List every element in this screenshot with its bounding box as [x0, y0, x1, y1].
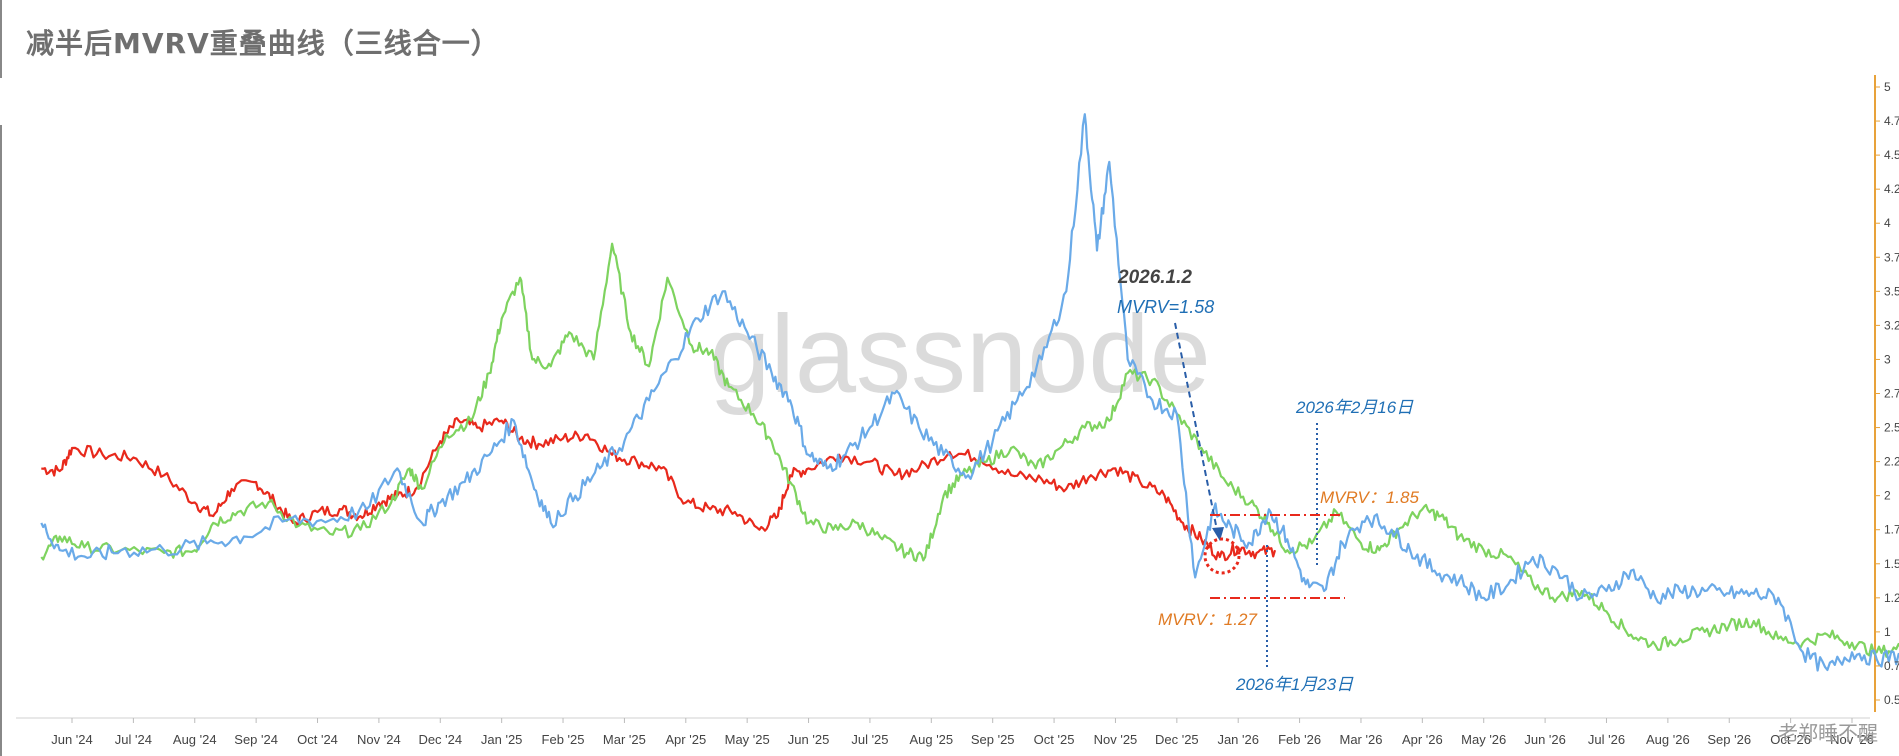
footer-mark: 老郑睡不醒 [1778, 721, 1878, 745]
x-tick-label: Dec '25 [1155, 732, 1199, 747]
annotation-mvrv-158: MVRV=1.58 [1117, 297, 1214, 317]
chart-title: 减半后MVRV重叠曲线（三线合一） [26, 27, 500, 60]
x-tick-label: May '26 [1461, 732, 1506, 747]
x-tick-label: Nov '25 [1094, 732, 1138, 747]
x-tick-label: Feb '26 [1278, 732, 1321, 747]
x-tick-label: Jul '26 [1588, 732, 1625, 747]
x-tick-label: Jan '25 [481, 732, 523, 747]
x-tick-label: Jun '24 [51, 732, 93, 747]
x-tick-label: Jul '24 [115, 732, 152, 747]
x-tick-label: Sep '24 [234, 732, 278, 747]
y-tick-label: 1.25 [1884, 591, 1899, 605]
x-tick-label: Jan '26 [1217, 732, 1259, 747]
annotation-date-0216: 2026年2月16日 [1295, 398, 1414, 417]
x-tick-label: Jul '25 [851, 732, 888, 747]
y-tick-label: 4.75 [1884, 114, 1899, 128]
y-tick-label: 3 [1884, 352, 1891, 366]
x-tick-label: Mar '25 [603, 732, 646, 747]
x-tick-label: Aug '25 [909, 732, 953, 747]
y-tick-label: 1.75 [1884, 523, 1899, 537]
x-tick-label: Oct '24 [297, 732, 338, 747]
x-tick-label: Nov '26 [1830, 732, 1874, 747]
series-layer [40, 113, 1899, 672]
x-tick-label: Apr '25 [665, 732, 706, 747]
series-line-blue [40, 113, 1899, 672]
focus-circle [1203, 537, 1241, 575]
x-tick-label: Oct '25 [1034, 732, 1075, 747]
y-tick-label: 3.25 [1884, 318, 1899, 332]
y-tick-label: 4.5 [1884, 148, 1899, 162]
x-tick-label: May '25 [725, 732, 770, 747]
series-line-green [40, 242, 1899, 658]
y-tick-label: 2.75 [1884, 387, 1899, 401]
x-tick-label: Nov '24 [357, 732, 401, 747]
arrow-head [1212, 527, 1224, 541]
series-line-red [41, 417, 1277, 562]
y-tick-label: 3.75 [1884, 250, 1899, 264]
x-tick-label: Aug '26 [1646, 732, 1690, 747]
annotation-date-0123: 2026年1月23日 [1235, 675, 1354, 694]
y-tick-label: 0.5 [1884, 693, 1899, 707]
annotation-mvrv-127: MVRV：1.27 [1158, 610, 1257, 629]
y-tick-label: 2 [1884, 489, 1891, 503]
x-tick-label: Aug '24 [173, 732, 217, 747]
y-tick-label: 4 [1884, 216, 1891, 230]
y-tick-label: 0.75 [1884, 659, 1899, 673]
x-axis: Jun '24 Jul '24 Aug '24 Sep '24 Oct '24 Nov '… [51, 718, 1874, 747]
annotation-layer: 2026.1.2 MVRV=1.58 2026年2月16日 MVRV：1.85 … [1117, 267, 1419, 694]
annotation-date-0102: 2026.1.2 [1117, 267, 1192, 288]
y-tick-label: 5 [1884, 80, 1891, 94]
x-tick-label: Jun '26 [1524, 732, 1566, 747]
y-tick-label: 3.5 [1884, 284, 1899, 298]
annotation-arrow [1174, 322, 1219, 536]
annotation-mvrv-185: MVRV：1.85 [1320, 488, 1419, 507]
y-tick-label: 2.25 [1884, 455, 1899, 469]
x-tick-label: Jun '25 [788, 732, 830, 747]
x-tick-label: Feb '25 [542, 732, 585, 747]
y-tick-label: 4.25 [1884, 182, 1899, 196]
y-tick-label: 1.5 [1884, 557, 1899, 571]
y-tick-label: 2.5 [1884, 421, 1899, 435]
x-tick-label: Apr '26 [1402, 732, 1443, 747]
x-tick-label: Dec '24 [418, 732, 462, 747]
x-tick-label: Oct '26 [1770, 732, 1811, 747]
y-tick-label: 1 [1884, 625, 1891, 639]
x-tick-label: Sep '26 [1707, 732, 1751, 747]
x-tick-label: Mar '26 [1339, 732, 1382, 747]
y-axis: 5 4.75 4.5 4.25 4 3.75 3.5 3.25 3 2.75 2.5 2.25 2 1.7… [1875, 80, 1899, 707]
x-tick-label: Sep '25 [971, 732, 1015, 747]
